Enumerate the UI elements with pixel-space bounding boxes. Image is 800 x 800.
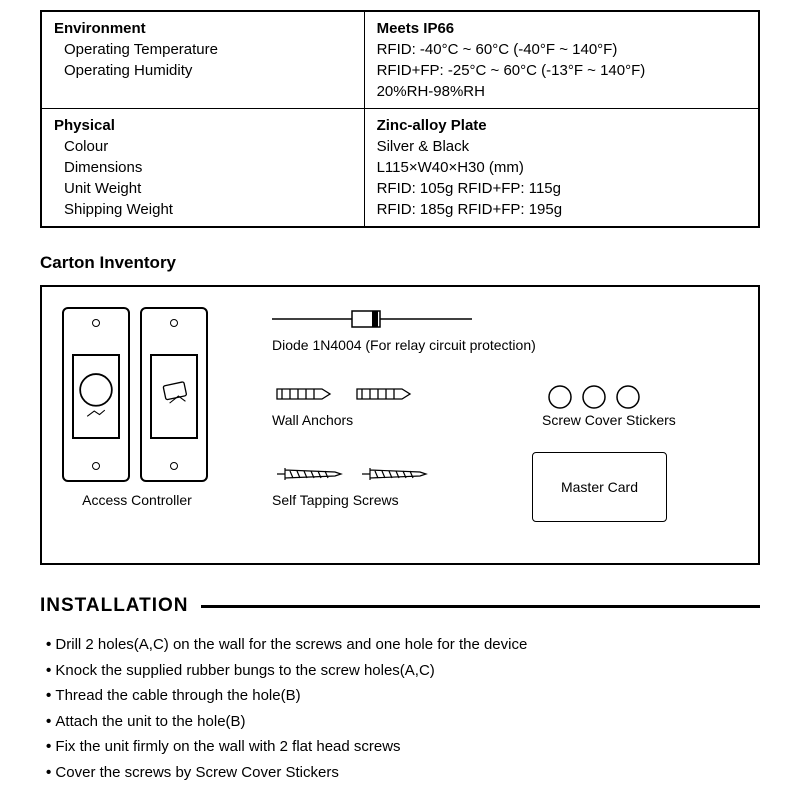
inventory-title: Carton Inventory: [40, 253, 760, 273]
plate-head: Zinc-alloy Plate: [377, 117, 487, 134]
master-card-icon: Master Card: [532, 452, 667, 522]
install-step: Thread the cable through the hole(B): [46, 683, 760, 709]
env-val: RFID+FP: -25°C ~ 60°C (-13°F ~ 140°F): [377, 62, 646, 79]
phys-item: Shipping Weight: [54, 199, 352, 220]
spec-table: Environment Operating Temperature Operat…: [40, 10, 760, 228]
access-controller-icon: [62, 307, 208, 482]
phys-head: Physical: [54, 117, 115, 134]
phys-item: Unit Weight: [54, 178, 352, 199]
install-step: Attach the unit to the hole(B): [46, 709, 760, 735]
anchors-label: Wall Anchors: [272, 412, 432, 428]
diode-label: Diode 1N4004 (For relay circuit protecti…: [272, 337, 536, 353]
phys-val: RFID: 185g RFID+FP: 195g: [377, 201, 563, 218]
wall-anchors-icon: [272, 377, 432, 412]
controller-label: Access Controller: [62, 492, 212, 508]
phys-val: RFID: 105g RFID+FP: 115g: [377, 180, 561, 197]
env-val: RFID: -40°C ~ 60°C (-40°F ~ 140°F): [377, 41, 618, 58]
env-val: 20%RH-98%RH: [377, 83, 485, 100]
inventory-diagram: Access Controller Diode 1N4004 (For rela…: [40, 285, 760, 565]
ip-head: Meets IP66: [377, 20, 455, 37]
install-step: Fix the unit firmly on the wall with 2 f…: [46, 734, 760, 760]
phys-item: Colour: [54, 136, 352, 157]
install-step: Drill 2 holes(A,C) on the wall for the s…: [46, 632, 760, 658]
install-step: Knock the supplied rubber bungs to the s…: [46, 658, 760, 684]
phys-item: Dimensions: [54, 157, 352, 178]
screws-label: Self Tapping Screws: [272, 492, 442, 508]
diode-icon: [272, 305, 472, 333]
install-step: Cover the screws by Screw Cover Stickers: [46, 760, 760, 786]
env-head: Environment: [54, 20, 146, 37]
installation-title: INSTALLATION: [40, 595, 189, 617]
env-item: Operating Humidity: [54, 60, 352, 81]
title-rule: [201, 605, 761, 608]
card-label: Master Card: [561, 479, 638, 495]
stickers-icon: [542, 382, 652, 412]
env-item: Operating Temperature: [54, 39, 352, 60]
stickers-label: Screw Cover Stickers: [542, 412, 676, 428]
screws-icon: [272, 457, 442, 492]
phys-val: L115×W40×H30 (mm): [377, 159, 524, 176]
phys-val: Silver & Black: [377, 138, 470, 155]
install-steps: Drill 2 holes(A,C) on the wall for the s…: [40, 632, 760, 785]
